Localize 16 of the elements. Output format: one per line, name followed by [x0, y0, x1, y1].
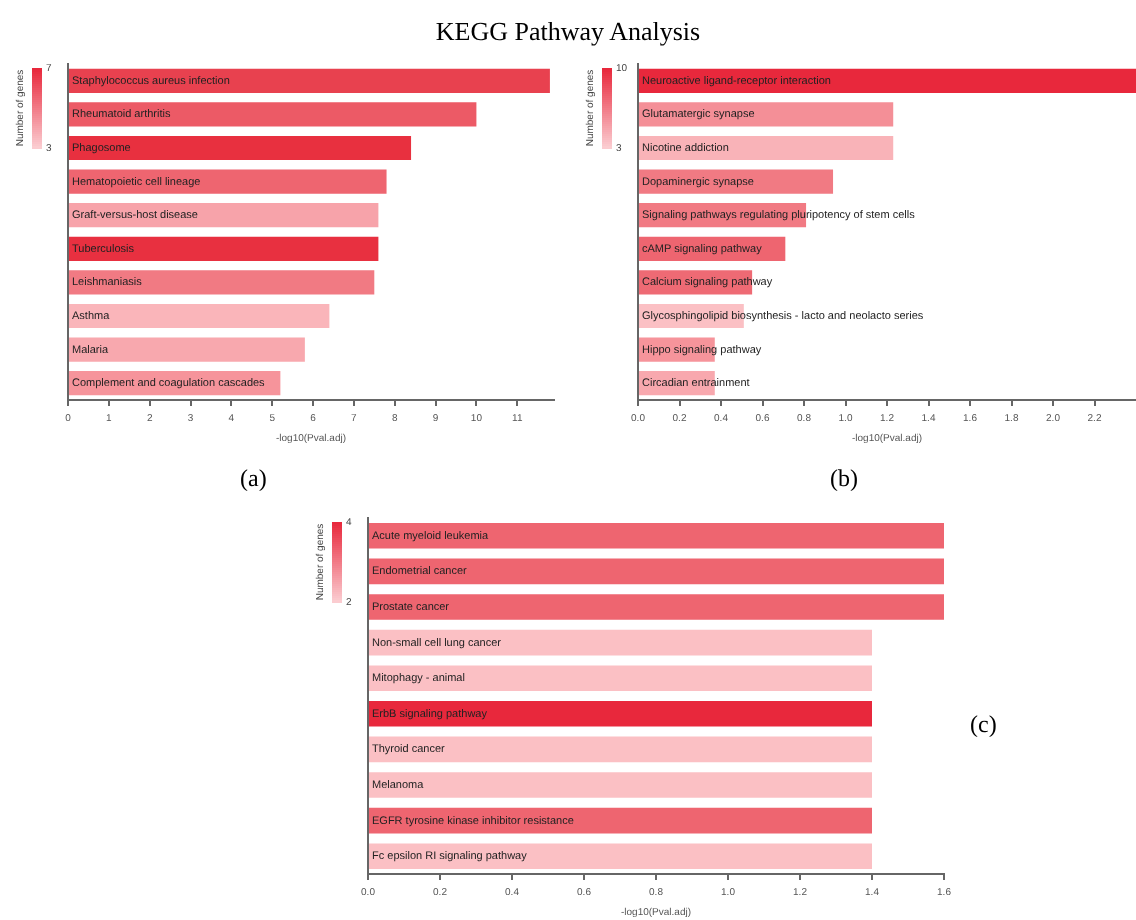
bar — [69, 203, 379, 228]
bar — [69, 303, 330, 329]
bar — [69, 68, 550, 93]
text: (b) — [830, 464, 858, 494]
bar — [69, 102, 477, 127]
bar — [69, 270, 375, 295]
text: (c) — [970, 710, 997, 740]
bar — [639, 68, 1136, 93]
bar — [639, 102, 894, 127]
bar — [69, 169, 387, 194]
chart-title: KEGG Pathway Analysis — [433, 16, 703, 48]
text: (a) — [240, 464, 267, 494]
bar — [69, 236, 379, 261]
bar — [69, 337, 305, 362]
bar — [69, 135, 412, 161]
bar — [639, 135, 894, 161]
